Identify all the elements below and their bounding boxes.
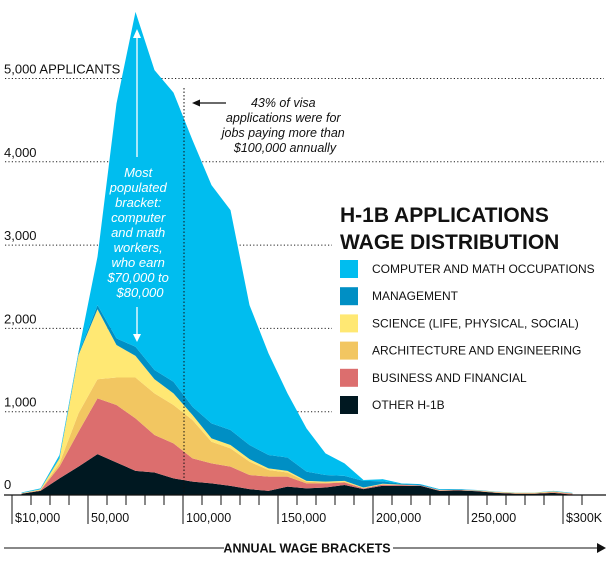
legend-swatch bbox=[340, 396, 358, 414]
y-tick-label: 1,000 bbox=[4, 395, 37, 410]
right-arrowhead-icon bbox=[597, 543, 606, 553]
area-architecture-and-engineering bbox=[21, 377, 573, 494]
legend: H-1B APPLICATIONS WAGE DISTRIBUTION COMP… bbox=[340, 204, 595, 414]
area-business-and-financial bbox=[21, 398, 573, 495]
peak-note-line: populated bbox=[109, 180, 168, 195]
legend-label: OTHER H-1B bbox=[372, 398, 445, 412]
threshold-note-line: $100,000 annually bbox=[233, 141, 337, 155]
up-arrowhead-icon bbox=[133, 29, 141, 38]
y-tick-label: 4,000 bbox=[4, 145, 37, 160]
peak-note-line: Most bbox=[124, 165, 154, 180]
threshold-annotation: 43% of visa applications were for jobs p… bbox=[192, 96, 348, 155]
chart-title-line: H-1B APPLICATIONS bbox=[340, 204, 549, 227]
x-tick-label: 250,000 bbox=[471, 511, 516, 525]
x-tick-label: 150,000 bbox=[281, 511, 326, 525]
threshold-note: 43% of visa applications were for jobs p… bbox=[220, 96, 348, 155]
peak-note-line: bracket: bbox=[115, 195, 162, 210]
area-other-h-1b bbox=[21, 454, 573, 495]
legend-swatch bbox=[340, 368, 358, 387]
legend-swatch bbox=[340, 260, 358, 278]
legend-label: MANAGEMENT bbox=[372, 289, 459, 303]
x-tick-label: 50,000 bbox=[91, 511, 129, 525]
down-arrowhead-icon bbox=[133, 334, 141, 342]
peak-note-line: and math bbox=[111, 225, 165, 240]
legend-swatch bbox=[340, 287, 358, 306]
peak-note-line: who earn bbox=[111, 255, 164, 270]
x-tick-label: $10,000 bbox=[15, 511, 60, 525]
x-axis-title: ANNUAL WAGE BRACKETS bbox=[223, 542, 390, 556]
legend-items: COMPUTER AND MATH OCCUPATIONS MANAGEMENT S… bbox=[340, 260, 595, 414]
y-tick-label: 5,000 APPLICANTS bbox=[4, 62, 121, 77]
y-tick-label: 2,000 bbox=[4, 311, 37, 326]
chart-title-line: WAGE DISTRIBUTION bbox=[340, 231, 559, 254]
peak-note-line: workers, bbox=[114, 240, 163, 255]
legend-label: ARCHITECTURE AND ENGINEERING bbox=[372, 344, 581, 358]
peak-note-line: $70,000 to bbox=[106, 270, 168, 285]
stacked-areas bbox=[21, 11, 573, 495]
x-axis-title-group: ANNUAL WAGE BRACKETS bbox=[4, 542, 606, 556]
peak-note: Most populated bracket: computer and mat… bbox=[106, 165, 172, 300]
x-tick-label: $300K bbox=[566, 511, 603, 525]
threshold-note-line: jobs paying more than bbox=[220, 126, 345, 140]
x-tick-label: 200,000 bbox=[376, 511, 421, 525]
legend-label: SCIENCE (LIFE, PHYSICAL, SOCIAL) bbox=[372, 316, 579, 330]
legend-swatch bbox=[340, 314, 358, 333]
threshold-note-line: applications were for bbox=[226, 111, 341, 125]
threshold-note-line: 43% of visa bbox=[251, 96, 316, 110]
peak-note-line: computer bbox=[111, 210, 166, 225]
legend-label: BUSINESS AND FINANCIAL bbox=[372, 371, 527, 385]
legend-label: COMPUTER AND MATH OCCUPATIONS bbox=[372, 262, 595, 276]
legend-swatch bbox=[340, 341, 358, 360]
y-tick-label: 3,000 bbox=[4, 228, 37, 243]
y-tick-label: 0 bbox=[4, 477, 11, 492]
peak-annotation: Most populated bracket: computer and mat… bbox=[106, 29, 172, 342]
y-axis-labels: 0 1,000 2,000 3,000 4,000 5,000 APPLICANTS bbox=[4, 62, 121, 493]
peak-note-line: $80,000 bbox=[116, 285, 165, 300]
x-tick-label: 100,000 bbox=[186, 511, 231, 525]
x-axis: $10,000 50,000 100,000 150,000 200,000 250,00… bbox=[4, 494, 606, 525]
left-arrowhead-icon bbox=[192, 99, 200, 107]
area-computer-and-math-occupations bbox=[21, 11, 573, 494]
